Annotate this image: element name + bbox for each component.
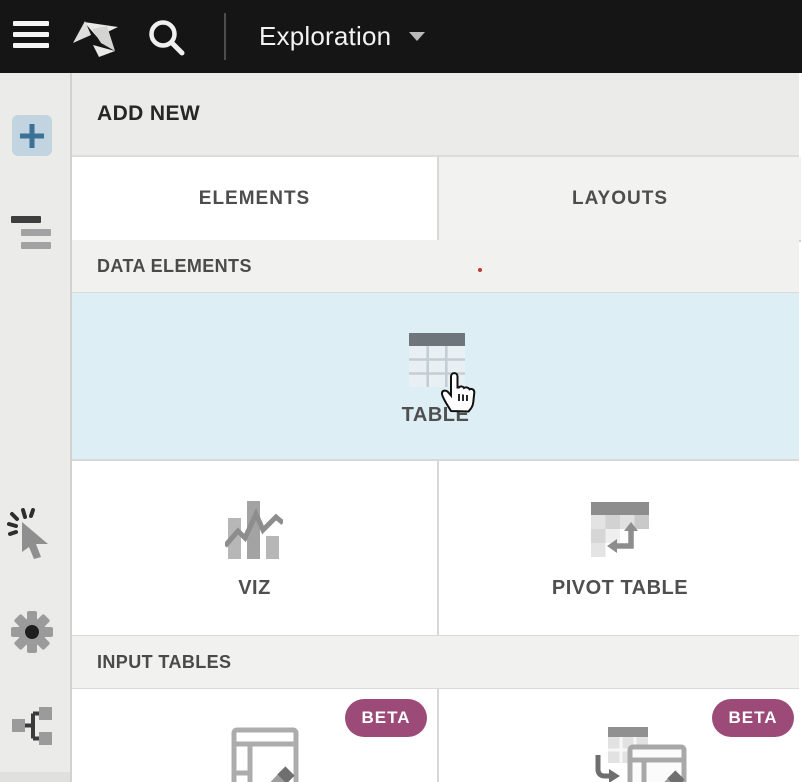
topbar: Exploration: [0, 0, 802, 73]
outline-icon: [11, 216, 41, 223]
empty-input-table-icon: [231, 727, 299, 782]
cursor-arrow-icon: [22, 522, 48, 559]
settings-button[interactable]: [10, 610, 54, 654]
tile-table[interactable]: TABLE: [72, 293, 799, 461]
tab-bar: ELEMENTS LAYOUTS: [72, 157, 801, 242]
gear-icon: [11, 611, 53, 653]
stray-red-dot: [478, 268, 482, 272]
panel-title: ADD NEW: [97, 102, 201, 125]
document-title: Exploration: [259, 21, 392, 51]
tab-elements[interactable]: ELEMENTS: [72, 157, 437, 240]
beta-badge: BETA: [712, 699, 794, 737]
tile-linked-input-table[interactable]: BETA: [437, 689, 801, 782]
section-input-tables: INPUT TABLES: [72, 636, 799, 689]
tab-layouts[interactable]: LAYOUTS: [437, 157, 801, 242]
input-tables-row: BETA BETA: [72, 689, 799, 782]
linked-input-table-icon: [595, 727, 687, 782]
page-outline-button[interactable]: [0, 203, 62, 263]
topbar-divider: [224, 13, 226, 60]
sidebar-footer-strip: [0, 772, 70, 782]
sigma-logo-icon[interactable]: [71, 13, 125, 61]
add-element-button[interactable]: [12, 115, 52, 156]
pivot-table-icon: [591, 502, 649, 557]
tile-pivot-table-label: PIVOT TABLE: [551, 577, 689, 599]
sidebar: [0, 73, 72, 782]
tile-viz-label: VIZ: [238, 577, 271, 599]
tile-empty-input-table[interactable]: BETA: [72, 689, 437, 782]
chevron-down-icon: [409, 32, 426, 41]
tile-pivot-table[interactable]: PIVOT TABLE: [437, 461, 801, 635]
document-title-dropdown[interactable]: Exploration: [259, 0, 426, 73]
cursor-click-tool-button[interactable]: [6, 508, 56, 560]
tile-viz[interactable]: VIZ: [72, 461, 437, 635]
element-row: VIZ PIVOT TABLE: [72, 461, 799, 636]
menu-button[interactable]: [13, 21, 49, 49]
tile-table-label: TABLE: [401, 404, 470, 426]
plus-icon: [20, 123, 44, 148]
hand-cursor-icon: [440, 372, 476, 413]
beta-badge: BETA: [345, 699, 427, 737]
hamburger-icon: [13, 21, 49, 26]
section-data-elements: DATA ELEMENTS: [72, 240, 799, 293]
add-new-panel: ADD NEW ELEMENTS LAYOUTS DATA ELEMENTS: [72, 73, 801, 782]
panel-header: ADD NEW: [72, 73, 799, 157]
branch-icon: [12, 707, 52, 745]
search-icon[interactable]: [144, 16, 188, 58]
lineage-button[interactable]: [8, 705, 54, 747]
viz-icon: [225, 501, 283, 559]
